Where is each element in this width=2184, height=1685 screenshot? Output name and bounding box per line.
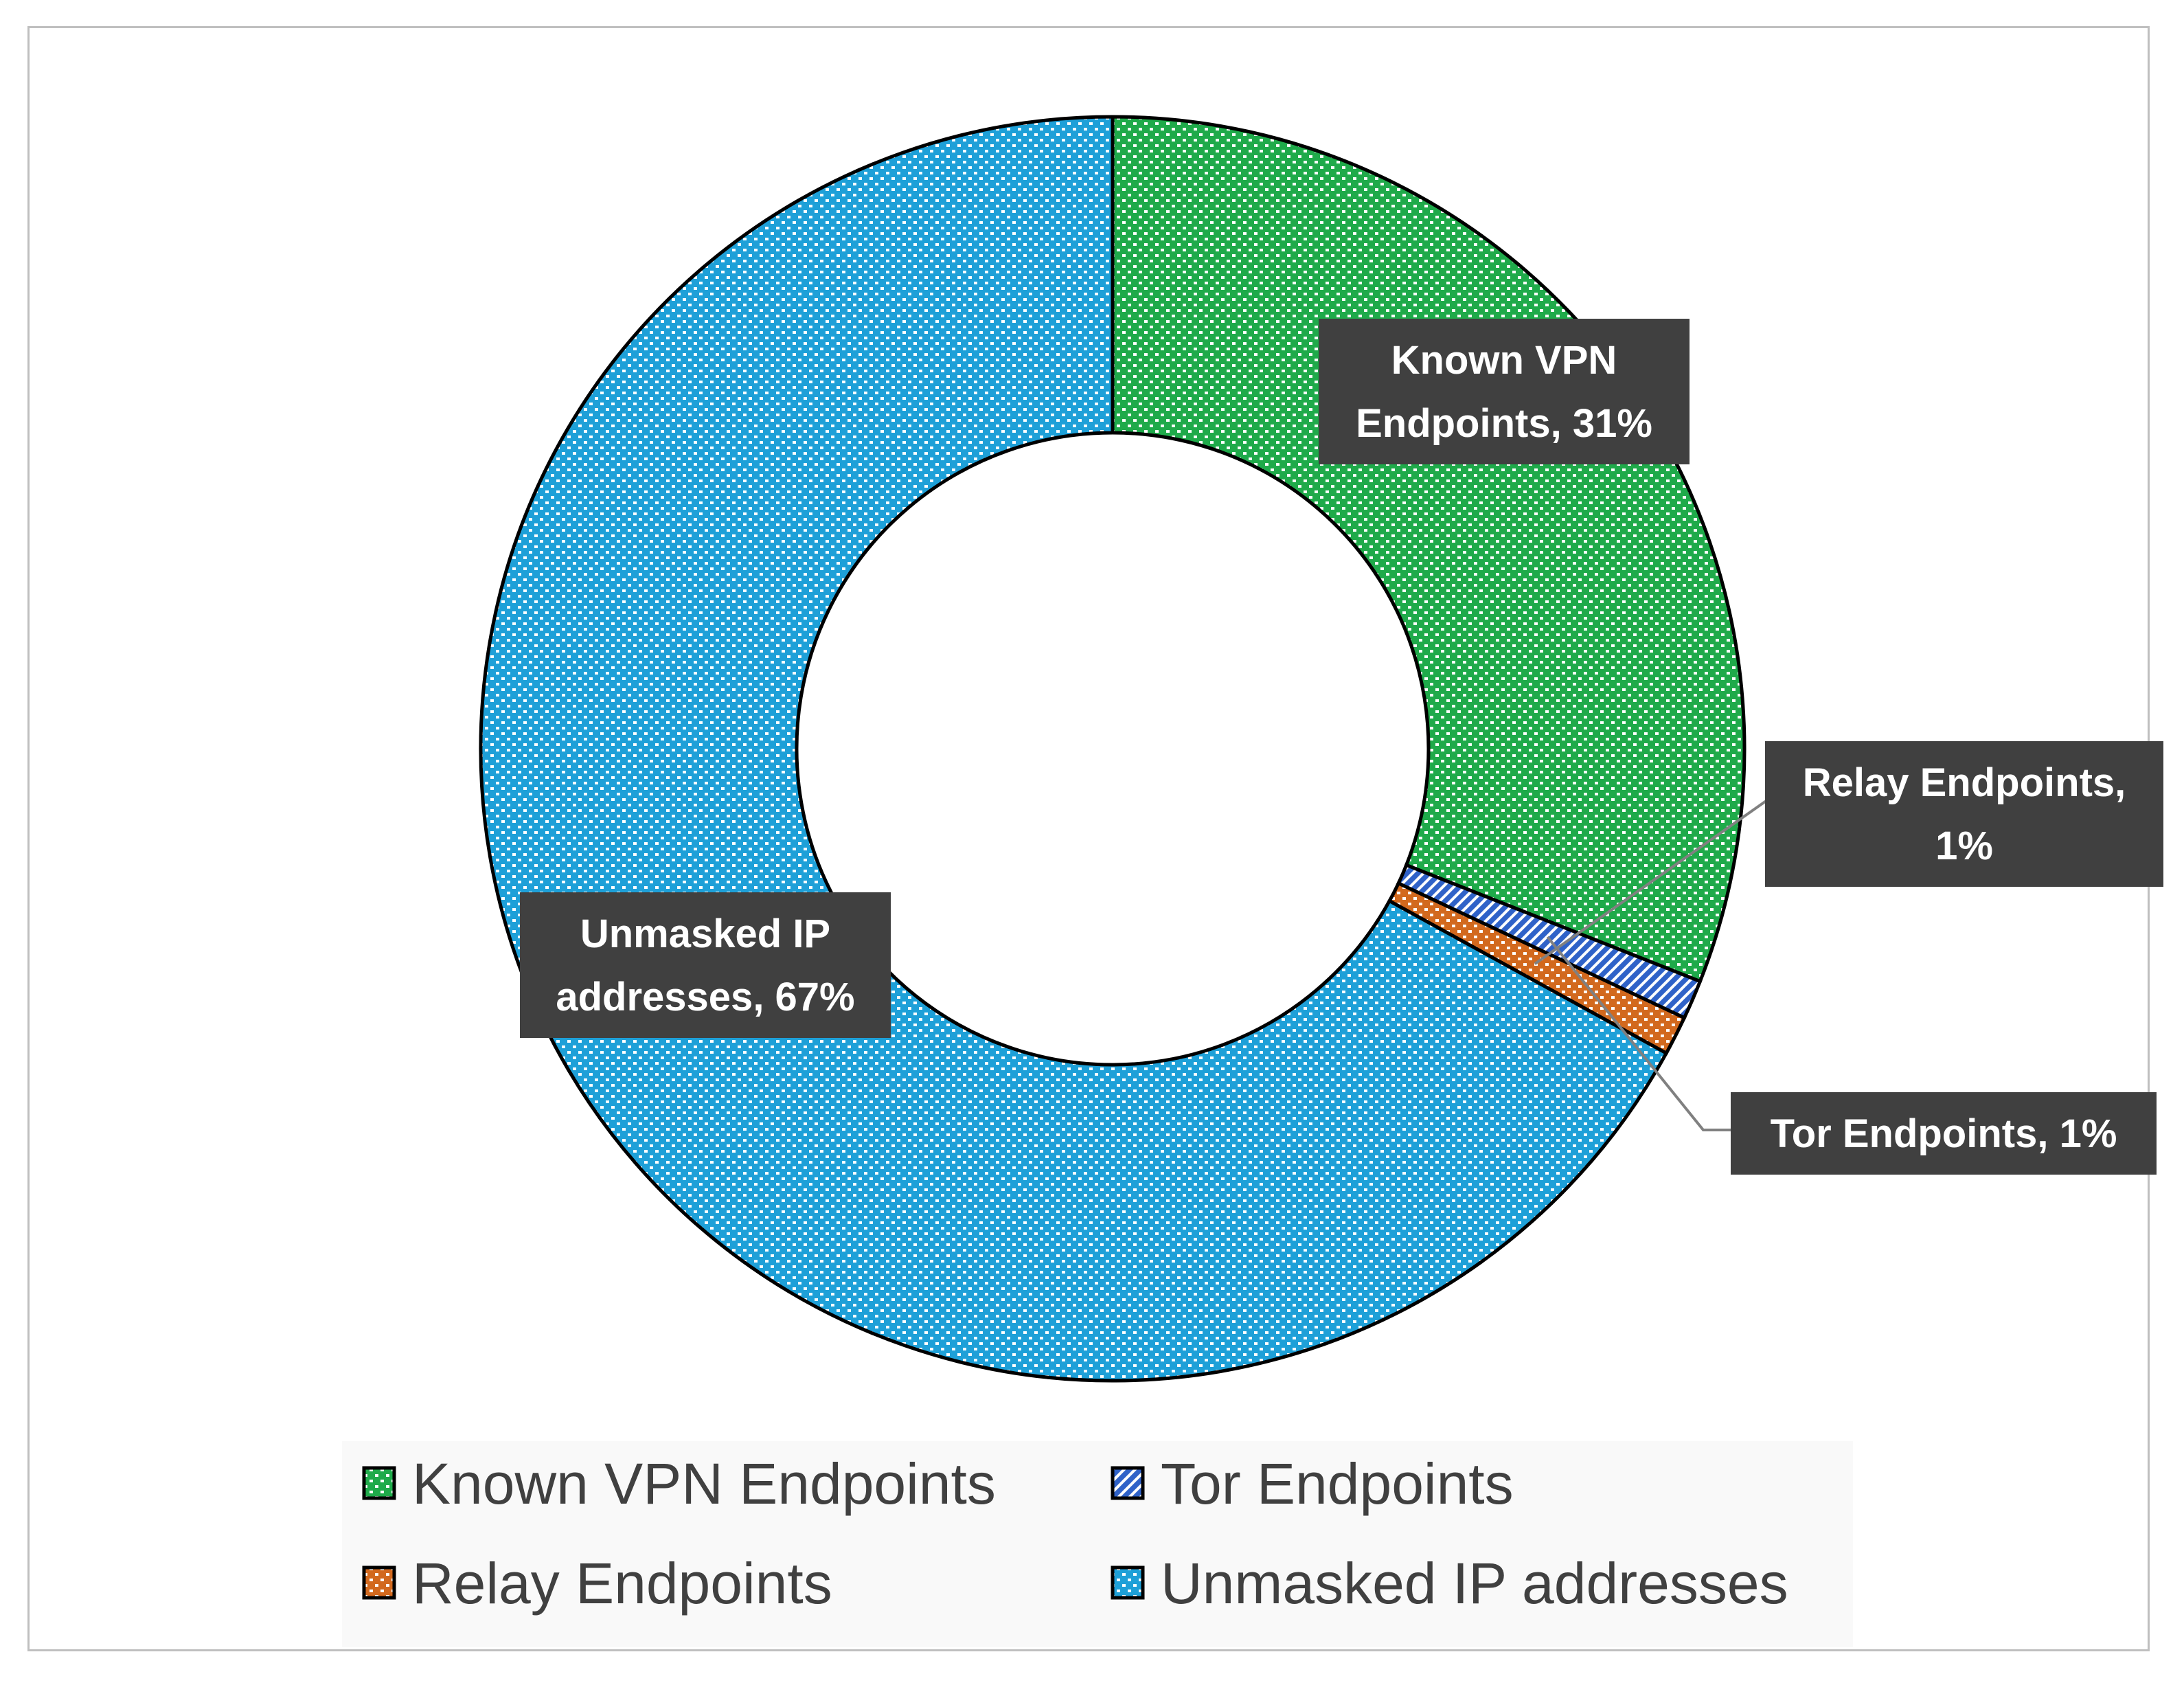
legend-swatch-tor-endpoints [1111, 1466, 1145, 1500]
data-label-box-tor-endpoints [1731, 1092, 2157, 1175]
data-label-known-vpn-endpoints: Known VPN [1391, 338, 1617, 383]
data-label-known-vpn-endpoints: Endpoints, 31% [1356, 401, 1652, 446]
slices-layer [479, 115, 1747, 1383]
data-label-box-relay-endpoints [1765, 741, 2163, 887]
legend-label-relay-endpoints: Relay Endpoints [412, 1551, 832, 1616]
legend-swatch-unmasked-ip-addresses [1111, 1565, 1145, 1600]
data-label-unmasked-ip-addresses: Unmasked IP [580, 912, 830, 956]
data-label-unmasked-ip-addresses: addresses, 67% [556, 975, 854, 1019]
legend: Known VPN Endpoints Tor Endpoints Relay En… [362, 1451, 1788, 1616]
legend-background [342, 1441, 1853, 1647]
data-label-relay-endpoints: Relay Endpoints, [1803, 760, 2126, 805]
legend-swatch-known-vpn-endpoints [362, 1466, 396, 1500]
leader-line-tor-endpoints [1546, 936, 1731, 1131]
data-label-box-unmasked-ip-addresses [520, 892, 891, 1038]
legend-swatch-relay-endpoints [362, 1565, 396, 1600]
slice-known-vpn-endpoints [1111, 115, 1747, 984]
data-labels-layer: Known VPN Endpoints, 31% Tor Endpoints, 1%… [520, 319, 2163, 1175]
data-label-tor-endpoints: Tor Endpoints, 1% [1771, 1111, 2117, 1156]
slice-unmasked-ip-addresses [479, 115, 1669, 1383]
data-label-box-known-vpn-endpoints [1319, 319, 1690, 464]
legend-label-unmasked-ip-addresses: Unmasked IP addresses [1161, 1551, 1788, 1616]
legend-label-known-vpn-endpoints: Known VPN Endpoints [412, 1451, 996, 1516]
data-label-relay-endpoints: 1% [1935, 824, 1993, 868]
legend-label-tor-endpoints: Tor Endpoints [1161, 1451, 1514, 1516]
